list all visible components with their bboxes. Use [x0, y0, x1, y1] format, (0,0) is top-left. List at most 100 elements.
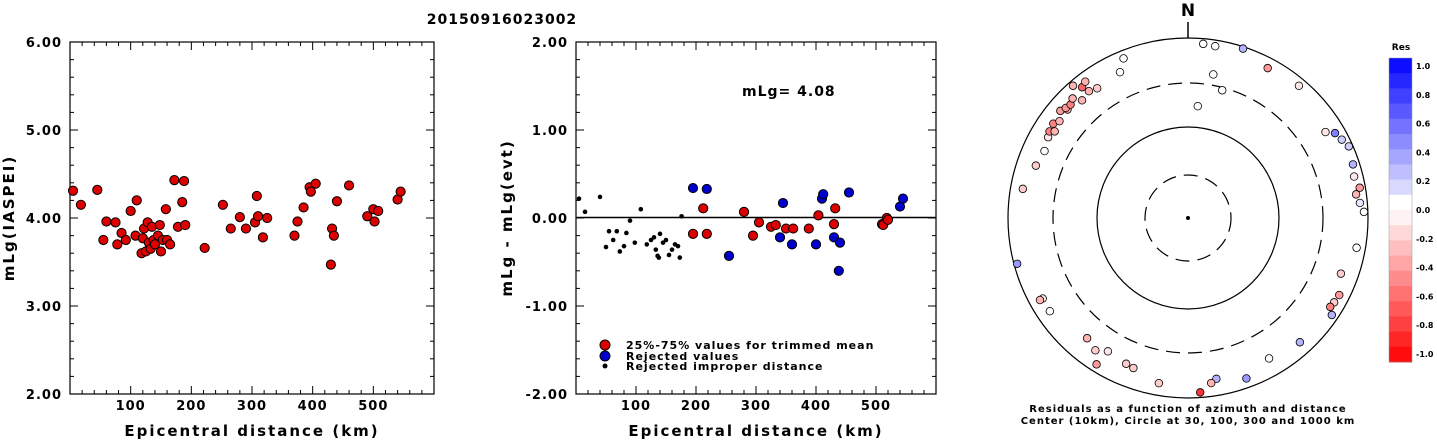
improper-distance-point	[606, 228, 612, 234]
residual-point	[1264, 354, 1274, 363]
residual-point	[1012, 259, 1022, 268]
y-tick-label: 2.00	[532, 36, 568, 51]
azimuth-residual-panel: N Residuals as a function of azimuth and…	[1007, 1, 1369, 427]
rejected-point	[701, 183, 712, 195]
residual-point	[1035, 295, 1045, 305]
residual-point	[1119, 54, 1128, 63]
residual-point	[1103, 347, 1113, 356]
residual-point	[1081, 77, 1090, 86]
residual-point	[1082, 334, 1092, 343]
legend-label-rejected: Rejected values	[626, 350, 739, 363]
data-point	[310, 178, 321, 189]
improper-distance-point	[653, 247, 659, 252]
y-tick-label: 0.00	[532, 212, 568, 227]
colorbar-cell	[1389, 179, 1412, 196]
improper-distance-point	[679, 213, 684, 219]
residual-point	[1348, 160, 1358, 169]
data-point	[131, 195, 142, 206]
data-point	[165, 239, 176, 250]
data-point	[292, 216, 303, 227]
colorbar-cell	[1389, 316, 1412, 333]
data-point	[298, 202, 309, 213]
colorbar-cell	[1389, 103, 1412, 120]
improper-distance-point	[648, 237, 654, 243]
y-tick-label: -1.00	[526, 300, 568, 315]
residual-point	[1092, 84, 1102, 93]
x-tick-label: 500	[861, 399, 891, 414]
residual-point	[1193, 101, 1202, 111]
residual-point	[1218, 86, 1227, 95]
x-tick-label: 200	[681, 399, 711, 414]
improper-distance-point	[632, 240, 638, 245]
colorbar-tick-label: 0.4	[1416, 148, 1431, 157]
improper-distance-point	[677, 255, 683, 260]
improper-distance-point	[603, 244, 609, 250]
data-point	[149, 239, 161, 250]
used-point	[770, 219, 781, 231]
colorbar-tick-label: -1.0	[1416, 350, 1434, 359]
data-point	[120, 234, 131, 246]
colorbar-cell	[1389, 134, 1412, 150]
improper-distance-point	[675, 243, 681, 249]
data-point	[160, 204, 171, 215]
colorbar-cell	[1389, 331, 1412, 348]
center-point	[1186, 216, 1190, 220]
colorbar-cell	[1389, 225, 1412, 241]
rejected-point	[897, 193, 909, 204]
residual-point	[1018, 184, 1028, 194]
residual-point	[1154, 378, 1164, 388]
used-point	[747, 230, 759, 241]
data-point	[101, 216, 112, 227]
improper-distance-point	[597, 194, 603, 200]
residual-point	[1355, 183, 1364, 192]
residual-point	[1209, 70, 1218, 79]
colorbar-tick-label: 0.6	[1416, 120, 1431, 129]
colorbar-tick-label: -0.8	[1416, 321, 1434, 330]
residual-point	[1050, 127, 1059, 136]
residual-point	[1091, 346, 1100, 355]
residual-colorbar: Res 1.0 0.8 0.6 0.4 0.2 0.0 -0.2 -0.4 -0.6 -0.8 -1…	[1388, 43, 1434, 363]
residual-vs-distance-panel: mLg - mLg(evt) Epicentral distance (km) …	[498, 36, 937, 440]
residual-point	[1045, 307, 1055, 316]
north-label: N	[1181, 1, 1195, 21]
residual-point	[1068, 94, 1077, 103]
colorbar-cell	[1389, 73, 1412, 89]
colorbar-cell	[1389, 194, 1412, 211]
residual-point	[1242, 374, 1251, 383]
rejected-point	[687, 182, 699, 194]
data-point	[240, 223, 252, 234]
data-point	[177, 197, 188, 208]
colorbar-cell	[1389, 164, 1412, 181]
colorbar-tick-label: -0.6	[1416, 292, 1434, 301]
data-point	[169, 175, 180, 186]
colorbar-frame	[1388, 57, 1413, 363]
data-point	[112, 239, 123, 250]
data-point	[331, 196, 343, 207]
x-tick-label: 500	[358, 399, 388, 414]
residual-point	[1077, 96, 1087, 105]
used-point	[788, 223, 799, 234]
y-tick-label: 6.00	[26, 36, 62, 51]
improper-distance-point	[627, 218, 633, 223]
data-point	[225, 223, 236, 234]
data-point	[325, 259, 336, 270]
y-axis-label: mLg(IASPEI)	[0, 155, 18, 281]
used-point	[828, 219, 840, 230]
colorbar-tick-label: 1.0	[1416, 62, 1431, 71]
x-tick-label: 100	[621, 399, 651, 414]
ring-30km	[1144, 174, 1232, 262]
residual-point	[1351, 190, 1361, 199]
colorbar-tick-label: 0.0	[1416, 206, 1431, 215]
data-point	[369, 216, 380, 227]
rejected-point	[723, 250, 735, 261]
caption-line1: Residuals as a function of azimuth and d…	[1029, 404, 1346, 415]
residual-point	[1121, 359, 1131, 368]
y-tick-label: 3.00	[26, 300, 62, 315]
data-point	[180, 219, 191, 231]
residual-point	[1355, 198, 1365, 208]
x-axis-label: Epicentral distance (km)	[124, 422, 379, 440]
data-point	[289, 230, 300, 241]
ring-1000km	[1007, 37, 1369, 399]
improper-distance-point	[582, 209, 588, 215]
